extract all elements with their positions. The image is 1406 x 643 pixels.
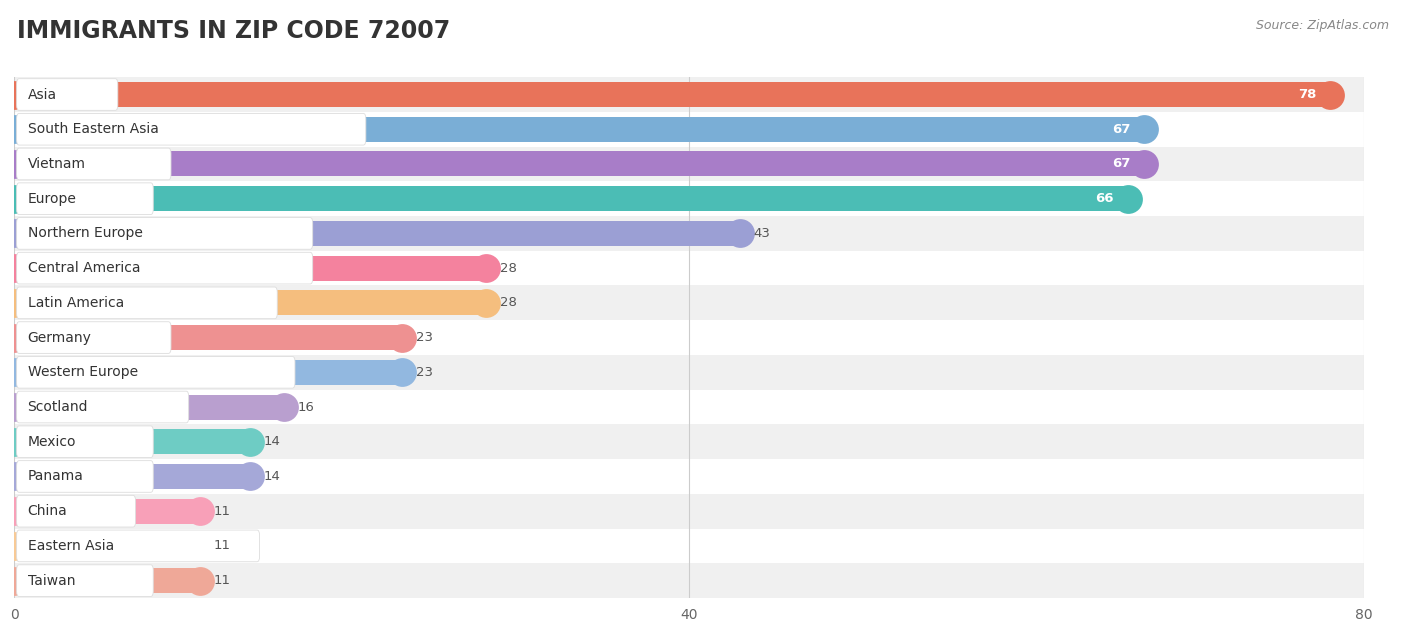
FancyBboxPatch shape (17, 426, 153, 458)
Bar (14, 494, 1364, 529)
FancyBboxPatch shape (17, 287, 277, 319)
Bar (14, 568, 200, 593)
Bar (14, 82, 1330, 107)
Bar (14, 256, 486, 280)
Text: 11: 11 (214, 505, 231, 518)
Text: Central America: Central America (28, 261, 141, 275)
Text: Panama: Panama (28, 469, 83, 484)
Bar (14, 424, 1364, 459)
Text: Scotland: Scotland (28, 400, 89, 414)
Text: 66: 66 (1095, 192, 1114, 205)
Text: 16: 16 (298, 401, 315, 413)
Bar (14, 285, 1364, 320)
FancyBboxPatch shape (17, 356, 295, 388)
FancyBboxPatch shape (17, 217, 312, 249)
Bar (14, 77, 1364, 112)
Bar (14, 499, 200, 523)
FancyBboxPatch shape (17, 495, 135, 527)
Text: Eastern Asia: Eastern Asia (28, 539, 114, 553)
Text: Source: ZipAtlas.com: Source: ZipAtlas.com (1256, 19, 1389, 32)
Bar (14, 529, 1364, 563)
FancyBboxPatch shape (17, 391, 188, 423)
Bar (14, 459, 1364, 494)
Text: 11: 11 (214, 539, 231, 552)
Bar (14, 390, 1364, 424)
Text: Europe: Europe (28, 192, 76, 206)
Bar (14, 534, 200, 558)
Bar (14, 325, 402, 350)
Bar (14, 251, 1364, 285)
Bar (14, 430, 250, 454)
Text: Northern Europe: Northern Europe (28, 226, 142, 240)
Bar (14, 395, 284, 419)
Text: 67: 67 (1112, 158, 1130, 170)
Text: 23: 23 (416, 331, 433, 344)
Bar (14, 216, 1364, 251)
Bar (14, 147, 1364, 181)
Text: South Eastern Asia: South Eastern Asia (28, 122, 159, 136)
FancyBboxPatch shape (17, 322, 172, 354)
Bar (14, 181, 1364, 216)
Text: Taiwan: Taiwan (28, 574, 75, 588)
Bar (14, 360, 402, 385)
Text: 67: 67 (1112, 123, 1130, 136)
Bar (14, 186, 1128, 211)
Text: 28: 28 (501, 262, 517, 275)
Text: Western Europe: Western Europe (28, 365, 138, 379)
Text: 43: 43 (754, 227, 770, 240)
FancyBboxPatch shape (17, 530, 260, 562)
Bar (14, 117, 1144, 141)
Bar (14, 320, 1364, 355)
FancyBboxPatch shape (17, 148, 172, 180)
FancyBboxPatch shape (17, 460, 153, 493)
Bar (14, 291, 486, 315)
FancyBboxPatch shape (17, 113, 366, 145)
FancyBboxPatch shape (17, 183, 153, 215)
Bar (14, 464, 250, 489)
Bar (14, 355, 1364, 390)
Text: Asia: Asia (28, 87, 56, 102)
Text: IMMIGRANTS IN ZIP CODE 72007: IMMIGRANTS IN ZIP CODE 72007 (17, 19, 450, 43)
Text: 11: 11 (214, 574, 231, 587)
Text: Latin America: Latin America (28, 296, 124, 310)
Text: 14: 14 (264, 435, 281, 448)
Text: 28: 28 (501, 296, 517, 309)
Bar (14, 112, 1364, 147)
Text: 14: 14 (264, 470, 281, 483)
FancyBboxPatch shape (17, 565, 153, 597)
Text: 23: 23 (416, 366, 433, 379)
FancyBboxPatch shape (17, 78, 118, 111)
Bar (14, 152, 1144, 176)
Text: Vietnam: Vietnam (28, 157, 86, 171)
Text: Mexico: Mexico (28, 435, 76, 449)
Bar (14, 221, 740, 246)
Text: 78: 78 (1298, 88, 1316, 101)
Text: China: China (28, 504, 67, 518)
FancyBboxPatch shape (17, 252, 312, 284)
Text: Germany: Germany (28, 331, 91, 345)
Bar (14, 563, 1364, 598)
